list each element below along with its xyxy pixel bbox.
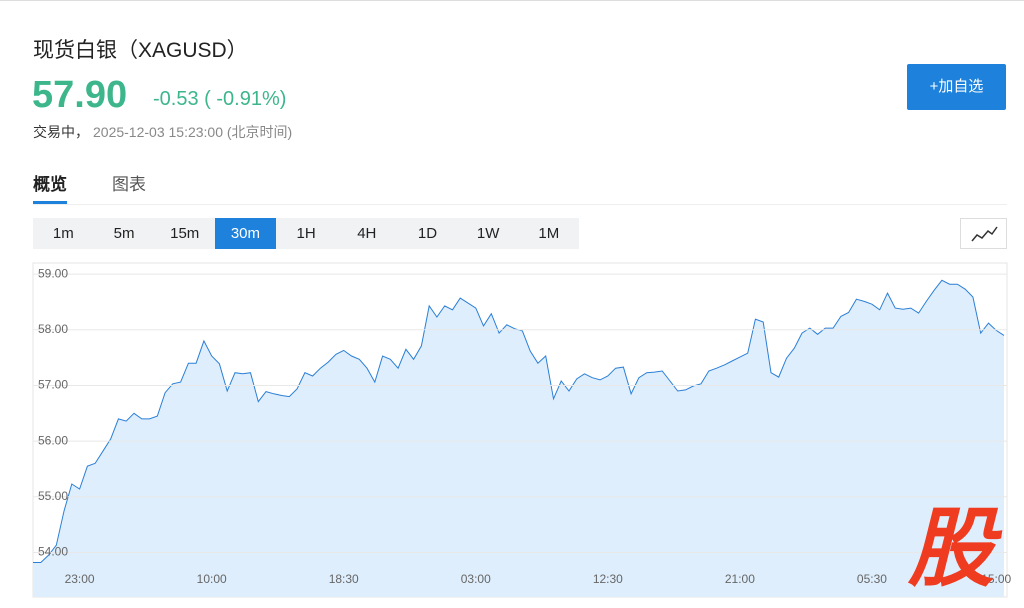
interval-option[interactable]: 1H (296, 225, 316, 242)
interval-selector: 1m 5m 15m 30m 1H 4H 1D 1W 1M (33, 218, 580, 249)
x-tick-label: 05:30 (857, 572, 887, 586)
interval-option[interactable]: 1W (476, 225, 500, 242)
add-watchlist-button[interactable]: +加自选 (907, 64, 1006, 110)
interval-option[interactable]: 1D (417, 225, 438, 242)
interval-option[interactable]: 1M (538, 225, 560, 242)
price: 57.90 (32, 74, 128, 116)
top-border (0, 0, 1024, 1)
x-tick-label: 23:00 (65, 572, 95, 586)
tab[interactable]: 概览 (33, 170, 67, 204)
interval-option[interactable]: 30m (215, 218, 276, 249)
x-tick-label: 21:00 (725, 572, 755, 586)
tab-divider (33, 204, 1007, 205)
trading-status: 交易中， (33, 124, 89, 140)
timestamp: 2025-12-03 15:23:00 (北京时间) (93, 124, 293, 140)
y-tick-label: 54.00 (38, 545, 68, 559)
instrument-title: 现货白银（XAGUSD） (33, 39, 248, 62)
x-tick-label: 15:00 (981, 572, 1011, 586)
watermark-logo: 股 (908, 501, 994, 597)
chart-type-button[interactable] (960, 218, 1007, 249)
x-tick-label: 10:00 (197, 572, 227, 586)
area-fill (33, 280, 1004, 597)
y-tick-label: 57.00 (38, 378, 68, 392)
price-change: -0.53 ( -0.91%) (153, 88, 287, 110)
chart-type-icon (971, 226, 998, 242)
y-tick-label: 55.00 (38, 489, 68, 503)
tabs: 概览 图表 (33, 170, 146, 204)
y-tick-label: 58.00 (38, 322, 68, 336)
interval-option[interactable]: 5m (113, 225, 135, 242)
x-tick-label: 12:30 (593, 572, 623, 586)
y-tick-label: 56.00 (38, 433, 68, 447)
x-tick-label: 18:30 (329, 572, 359, 586)
tab[interactable]: 图表 (112, 175, 146, 194)
y-tick-label: 59.00 (38, 266, 68, 280)
interval-option[interactable]: 1m (52, 225, 74, 242)
interval-option[interactable]: 15m (170, 225, 200, 242)
interval-option[interactable]: 4H (357, 225, 377, 242)
x-tick-label: 03:00 (461, 572, 491, 586)
